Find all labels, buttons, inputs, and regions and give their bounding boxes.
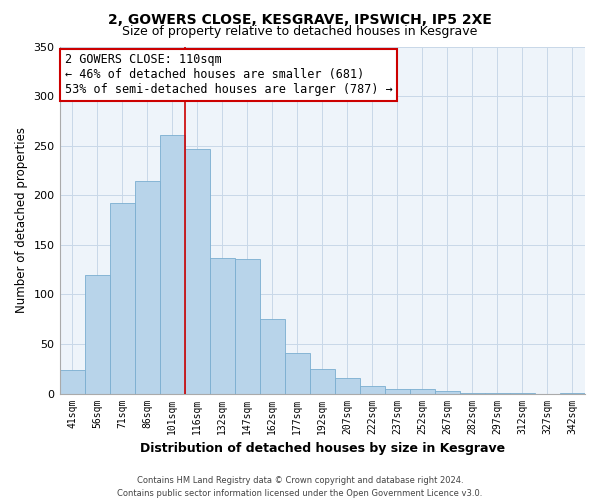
X-axis label: Distribution of detached houses by size in Kesgrave: Distribution of detached houses by size … bbox=[140, 442, 505, 455]
Bar bbox=[59, 370, 85, 394]
Bar bbox=[160, 135, 185, 394]
Bar bbox=[235, 258, 260, 394]
Bar bbox=[335, 378, 360, 394]
Bar bbox=[185, 148, 209, 394]
Bar bbox=[435, 390, 460, 394]
Bar bbox=[510, 392, 535, 394]
Bar bbox=[209, 258, 235, 394]
Bar bbox=[285, 353, 310, 394]
Bar bbox=[310, 369, 335, 394]
Text: Contains HM Land Registry data © Crown copyright and database right 2024.
Contai: Contains HM Land Registry data © Crown c… bbox=[118, 476, 482, 498]
Bar bbox=[260, 319, 285, 394]
Text: 2, GOWERS CLOSE, KESGRAVE, IPSWICH, IP5 2XE: 2, GOWERS CLOSE, KESGRAVE, IPSWICH, IP5 … bbox=[108, 12, 492, 26]
Bar bbox=[485, 392, 510, 394]
Bar bbox=[85, 274, 110, 394]
Bar bbox=[460, 392, 485, 394]
Y-axis label: Number of detached properties: Number of detached properties bbox=[15, 127, 28, 313]
Bar bbox=[134, 182, 160, 394]
Text: 2 GOWERS CLOSE: 110sqm
← 46% of detached houses are smaller (681)
53% of semi-de: 2 GOWERS CLOSE: 110sqm ← 46% of detached… bbox=[65, 54, 392, 96]
Bar bbox=[385, 388, 410, 394]
Bar bbox=[360, 386, 385, 394]
Bar bbox=[110, 203, 134, 394]
Bar bbox=[410, 388, 435, 394]
Text: Size of property relative to detached houses in Kesgrave: Size of property relative to detached ho… bbox=[122, 25, 478, 38]
Bar bbox=[560, 392, 585, 394]
